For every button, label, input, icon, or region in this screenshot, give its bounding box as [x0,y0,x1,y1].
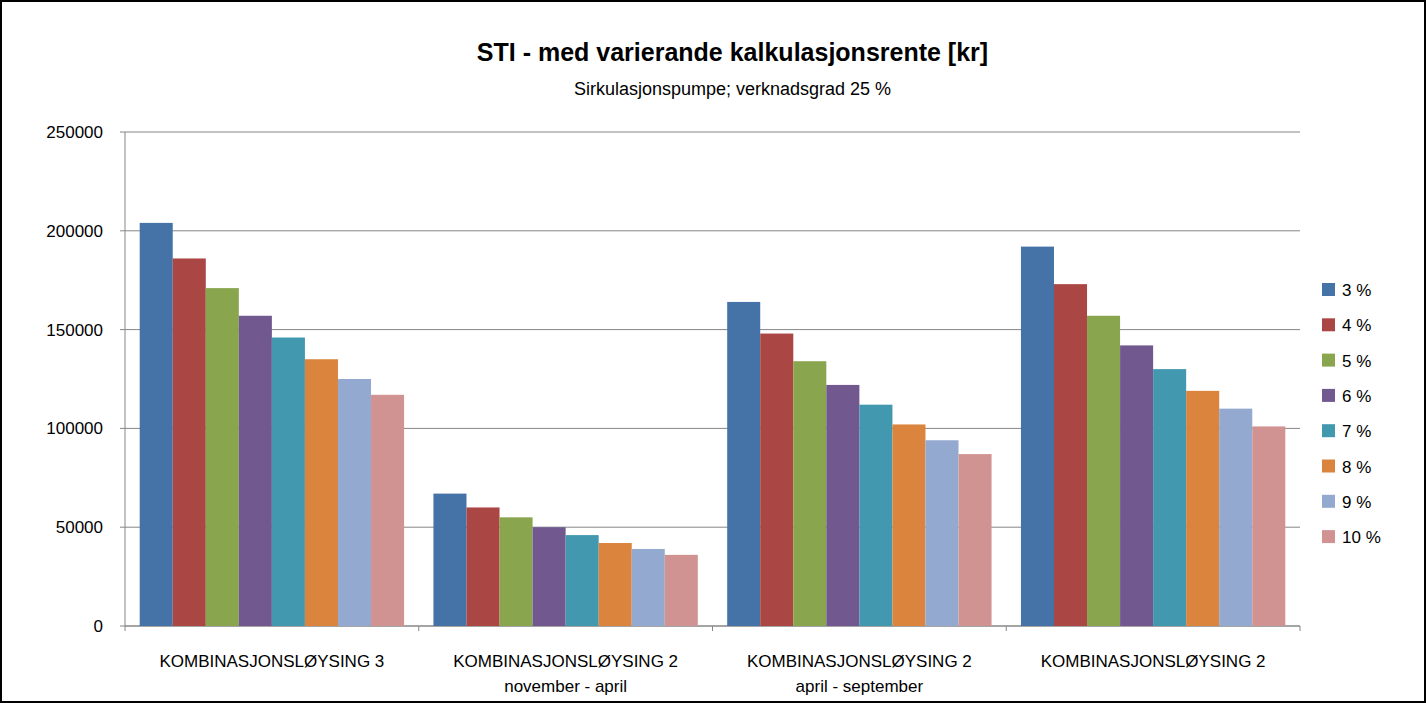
bar [1054,284,1087,626]
bar [566,535,599,626]
bar [433,494,466,626]
bar [665,555,698,626]
chart: STI - med varierande kalkulasjonsrente [… [0,0,1426,703]
bar [500,517,533,626]
subtitle: Sirkulasjonspumpe; verknadsgrad 25 % [574,79,891,99]
y-tick-label: 0 [94,617,103,636]
y-tick-label: 150000 [46,321,103,340]
bar [760,334,793,626]
x-tick [712,626,713,631]
legend-label: 3 % [1342,281,1371,300]
bar [239,316,272,626]
y-tick-label: 50000 [56,518,103,537]
bar [826,385,859,626]
legend-swatch [1322,318,1335,331]
x-tick-label: KOMBINASJONSLØYSING 3 [159,652,384,671]
bar [173,258,206,626]
chart-border [1,1,1425,702]
bar [466,507,499,626]
legend-label: 9 % [1342,493,1371,512]
y-tick-label: 250000 [46,123,103,142]
bar [1219,409,1252,626]
bar [959,454,992,626]
title: STI - med varierande kalkulasjonsrente [… [477,38,988,66]
y-tick [120,132,125,133]
legend-label: 4 % [1342,316,1371,335]
bar [1021,247,1054,626]
x-tick [1300,626,1301,631]
grid-line [125,132,1300,133]
bar [533,527,566,626]
grid [120,132,1300,626]
y-tick [120,329,125,330]
bar [305,359,338,626]
bar [371,395,404,626]
bars [140,223,1286,626]
legend-label: 8 % [1342,458,1371,477]
legend-label: 6 % [1342,387,1371,406]
x-tick-label: KOMBINASJONSLØYSING 2 [1041,652,1266,671]
x-tick [1006,626,1007,631]
bar [140,223,173,626]
y-tick [120,626,125,627]
x-tick-label: KOMBINASJONSLØYSING 2april - september [747,652,972,696]
bar [1153,369,1186,626]
bar [1120,345,1153,626]
y-tick [120,428,125,429]
x-tick [418,626,419,631]
legend-label: 10 % [1342,528,1381,547]
bar [925,440,958,626]
legend-swatch [1322,283,1335,296]
bar [1087,316,1120,626]
legend-swatch [1322,460,1335,473]
bar [1252,426,1285,626]
bar [632,549,665,626]
legend-swatch [1322,424,1335,437]
legend-swatch [1322,354,1335,367]
legend: 3 % 4 % 5 % 6 % 7 % 8 % 9 % 10 % [1322,281,1381,547]
y-tick-label: 100000 [46,419,103,438]
legend-label: 5 % [1342,352,1371,371]
x-tick-label: KOMBINASJONSLØYSING 2november - april [453,652,678,696]
y-tick [120,230,125,231]
bar [1186,391,1219,626]
bar [859,405,892,626]
grid-line [125,230,1300,231]
legend-swatch [1322,530,1335,543]
y-tick-label: 200000 [46,222,103,241]
bar [272,338,305,626]
y-tick [120,527,125,528]
bar [206,288,239,626]
y-axis [125,132,126,626]
bar [599,543,632,626]
bar [793,361,826,626]
grid-line [125,329,1300,330]
x-tick [125,626,126,631]
bar [892,424,925,626]
legend-label: 7 % [1342,422,1371,441]
bar [338,379,371,626]
bar [727,302,760,626]
legend-swatch [1322,389,1335,402]
legend-swatch [1322,495,1335,508]
